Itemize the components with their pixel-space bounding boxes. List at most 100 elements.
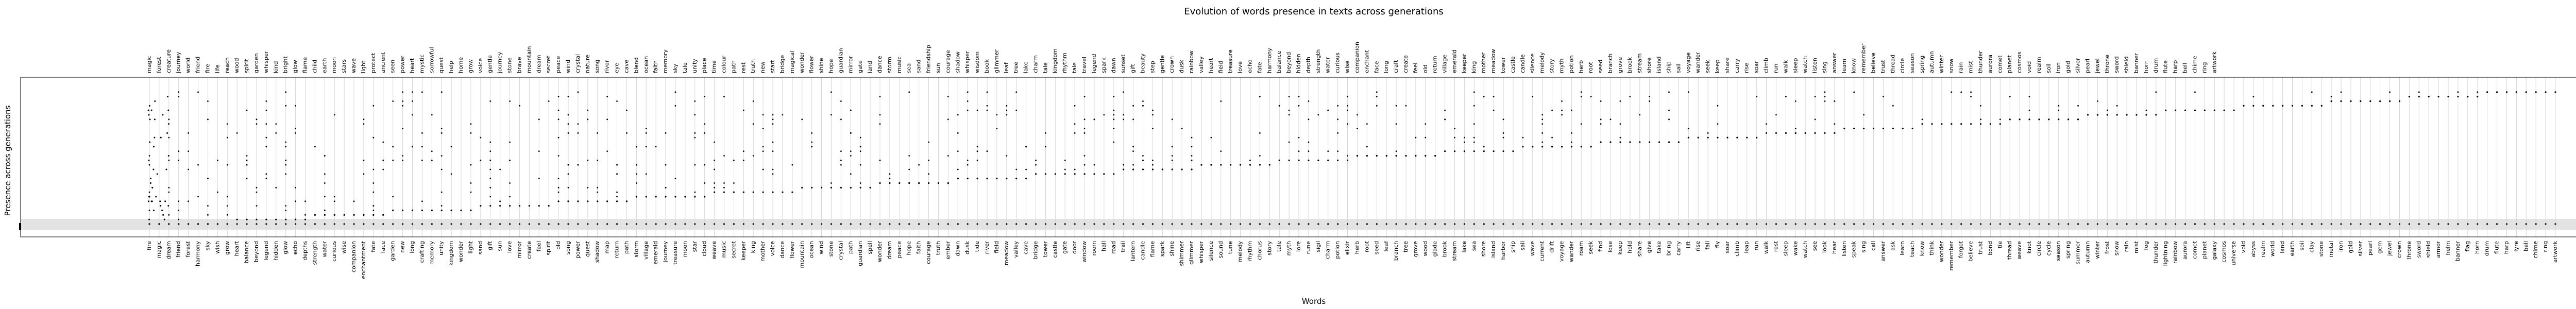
point (1132, 118, 1134, 121)
point (401, 209, 404, 212)
x-tick-label-top: wave (350, 58, 357, 73)
x-tick-label-top: brook (1626, 57, 1633, 73)
point (704, 96, 706, 98)
point (840, 164, 842, 166)
point (645, 223, 647, 225)
x-tick-label-top: myth (1558, 58, 1565, 73)
point (159, 200, 161, 202)
point (694, 164, 696, 166)
point (2379, 100, 2381, 102)
x-tick-label-bottom: spring (2065, 241, 2072, 259)
x-tick-label-bottom: stone (2318, 241, 2325, 257)
x-tick-label-top: flame (302, 57, 309, 73)
point (2184, 223, 2187, 225)
point (148, 210, 150, 211)
point (440, 155, 443, 157)
point (256, 205, 258, 207)
point (1113, 109, 1115, 111)
point (1814, 118, 1816, 121)
x-tick-label-top: sing (1821, 61, 1828, 73)
point (1288, 141, 1290, 143)
x-tick-label-top: courage (944, 50, 951, 73)
point (1132, 146, 1134, 148)
x-tick-label-bottom: stream (1451, 241, 1458, 261)
point (489, 186, 492, 188)
point (275, 132, 277, 134)
point (616, 200, 618, 202)
point (372, 136, 375, 139)
x-tick-label-top: sun (935, 63, 941, 73)
point (996, 223, 998, 225)
point (1649, 100, 1651, 102)
point (1093, 164, 1095, 166)
point (1376, 154, 1378, 157)
x-tick-label-top: hope (827, 59, 834, 73)
x-tick-label-top: depth (1305, 57, 1312, 73)
point (470, 223, 472, 225)
point (421, 132, 423, 134)
x-tick-label-top: ring (2201, 62, 2208, 73)
x-tick-label-top: world (185, 58, 192, 73)
x-tick-label-bottom: wind (818, 241, 825, 254)
point (587, 159, 589, 161)
x-tick-label-bottom: water (321, 241, 328, 258)
x-tick-label-bottom: forest (185, 241, 192, 257)
x-tick-label-top: sea (906, 63, 912, 73)
point (489, 178, 492, 180)
point (1979, 223, 1982, 225)
point (2272, 223, 2274, 225)
point (665, 223, 667, 225)
point (1883, 96, 1884, 98)
point (1376, 105, 1378, 107)
point (635, 182, 637, 184)
x-tick-label-bottom: fog (2143, 241, 2149, 250)
point (850, 132, 852, 134)
x-tick-label-top: cave (623, 60, 630, 73)
point (996, 114, 998, 116)
point (421, 223, 423, 225)
point (1347, 155, 1348, 157)
point (762, 168, 764, 170)
point (392, 223, 394, 225)
point (1405, 154, 1407, 157)
point (1843, 127, 1845, 130)
point (1132, 150, 1134, 152)
point (392, 159, 394, 161)
point (1308, 100, 1310, 102)
x-tick-label-top: comet (1996, 55, 2003, 73)
point (557, 223, 560, 225)
point (713, 191, 716, 193)
x-tick-label-bottom: teach (1909, 241, 1916, 257)
point (480, 205, 482, 207)
x-tick-label-top: wander (1694, 52, 1701, 73)
point (859, 186, 861, 188)
point (1999, 223, 2001, 225)
point (655, 196, 657, 198)
point (392, 209, 394, 212)
point (2223, 223, 2225, 225)
point (285, 91, 287, 93)
point (1025, 146, 1027, 148)
x-tick-label-bottom: tree (1402, 241, 1409, 252)
point (1415, 154, 1417, 157)
point (147, 109, 149, 111)
x-tick-label-top: mountain (526, 46, 532, 73)
x-tick-label-bottom: chorus (1256, 241, 1263, 260)
point (1911, 127, 1913, 130)
point (149, 118, 151, 121)
point (2048, 223, 2050, 225)
point (1259, 155, 1261, 157)
x-tick-label-top: tale (1071, 62, 1078, 73)
x-tick-label-top: walk (1782, 60, 1789, 73)
point (908, 223, 910, 225)
point (168, 136, 170, 139)
point (577, 123, 579, 125)
point (1668, 109, 1670, 111)
point (694, 191, 696, 193)
point (236, 223, 238, 225)
point (713, 223, 716, 225)
x-tick-label-bottom: shadow (594, 241, 601, 263)
point (840, 100, 842, 102)
x-tick-label-bottom: universe (2230, 241, 2237, 266)
point (1356, 154, 1359, 157)
